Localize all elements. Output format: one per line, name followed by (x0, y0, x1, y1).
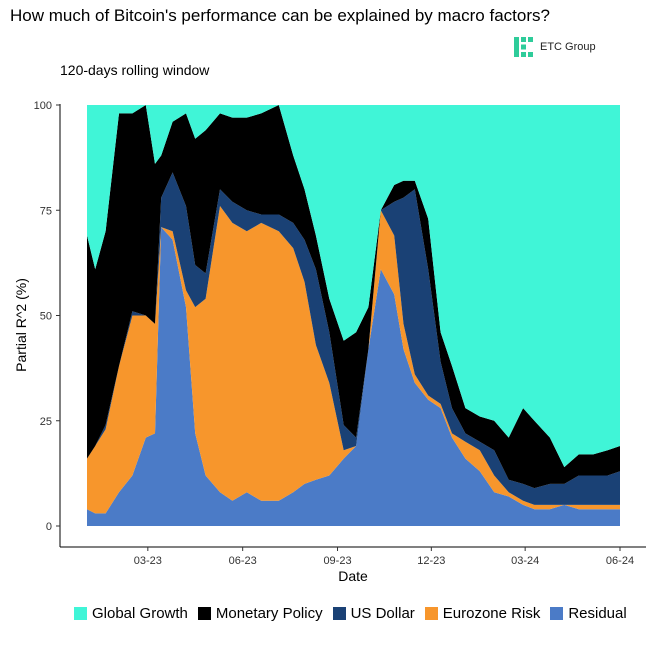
area-monetary-policy (87, 105, 620, 489)
y-tick-label: 100 (34, 100, 52, 112)
x-tick-label: 06-24 (606, 555, 634, 567)
legend-item-monetary-policy: Monetary Policy (197, 605, 323, 622)
legend-swatch (74, 607, 87, 620)
chart-area: 0 25 50 75 100 03-23 06-23 09-23 12-23 03-24 06-2… (13, 100, 646, 584)
chart-title: How much of Bitcoin's performance can be… (10, 6, 550, 25)
y-ticks: 0 25 50 75 100 (34, 100, 60, 533)
legend-item-us-dollar: US Dollar (332, 605, 415, 622)
legend-item-global-growth: Global Growth (74, 605, 188, 622)
y-axis-title: Partial R^2 (%) (13, 278, 29, 372)
legend-swatch (197, 607, 211, 620)
etc-logo-icon (514, 37, 533, 57)
area-global-growth (87, 105, 620, 468)
y-tick-label: 25 (40, 416, 52, 428)
x-tick-label: 06-23 (229, 555, 257, 567)
x-tick-label: 12-23 (417, 555, 445, 567)
legend-label: Global Growth (92, 605, 188, 622)
y-tick-label: 50 (40, 311, 52, 323)
area-us-dollar (87, 172, 620, 505)
legend-item-eurozone-risk: Eurozone Risk (424, 605, 541, 622)
chart-legend: Global Growth Monetary Policy US Dollar Eur… (74, 605, 637, 622)
chart-subtitle: 120-days rolling window (60, 62, 210, 78)
x-tick-label: 09-23 (323, 555, 351, 567)
x-ticks: 03-23 06-23 09-23 12-23 03-24 06-24 (134, 547, 634, 567)
etc-group-logo: ETC Group (514, 37, 596, 57)
legend-swatch (550, 607, 564, 620)
x-axis-title: Date (338, 568, 368, 584)
x-tick-label: 03-23 (134, 555, 162, 567)
legend-label: Eurozone Risk (442, 605, 541, 622)
legend-label: Residual (568, 605, 627, 622)
stacked-areas (87, 105, 620, 526)
area-residual (87, 227, 620, 526)
y-tick-label: 0 (46, 521, 52, 533)
legend-swatch (424, 607, 438, 620)
legend-label: US Dollar (350, 605, 415, 622)
legend-item-residual: Residual (550, 605, 627, 622)
y-tick-label: 75 (40, 205, 52, 217)
legend-label: Monetary Policy (215, 605, 323, 622)
logo-text: ETC Group (540, 41, 596, 53)
legend-swatch (332, 607, 346, 620)
area-eurozone-risk (87, 206, 620, 514)
x-tick-label: 03-24 (511, 555, 539, 567)
